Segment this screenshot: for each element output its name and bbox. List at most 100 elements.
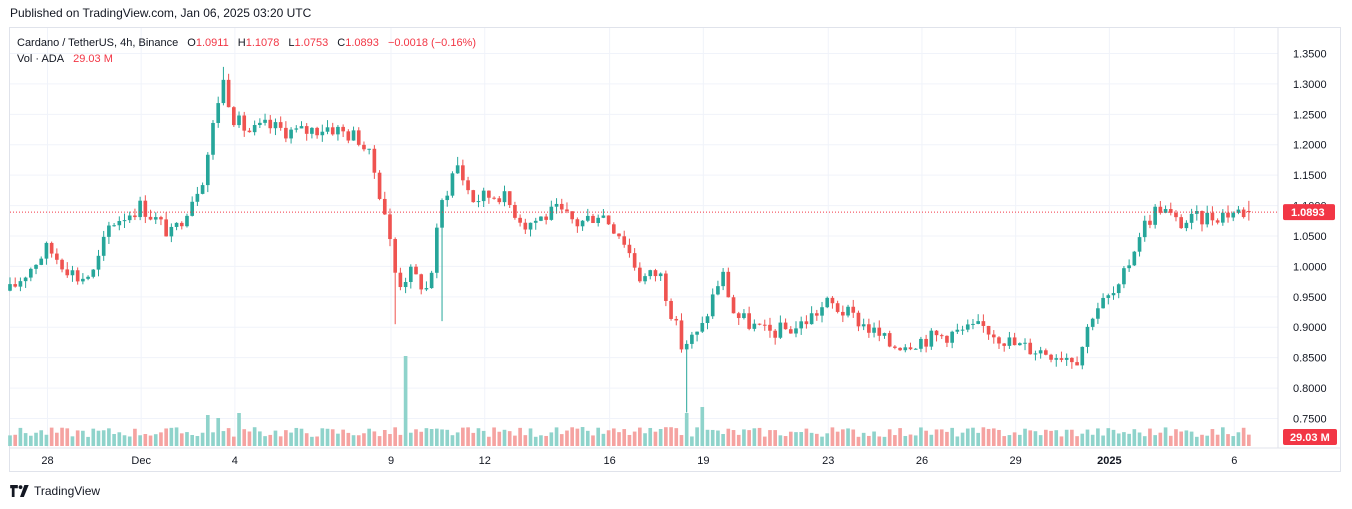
volume-bar bbox=[1127, 433, 1131, 446]
candle-body bbox=[268, 119, 273, 129]
candle bbox=[1017, 342, 1022, 346]
candle-body bbox=[351, 130, 356, 141]
candle bbox=[533, 217, 538, 230]
candle-body bbox=[112, 225, 116, 227]
volume-bar bbox=[986, 428, 991, 446]
candle bbox=[638, 262, 642, 283]
candle bbox=[289, 127, 293, 144]
candle-body bbox=[216, 103, 221, 123]
candle bbox=[778, 315, 783, 340]
chart-frame[interactable] bbox=[9, 27, 1341, 472]
candle-body bbox=[575, 219, 580, 227]
volume-bar bbox=[653, 431, 658, 446]
volume-bar bbox=[1210, 429, 1215, 446]
candle bbox=[278, 116, 283, 131]
volume-bar bbox=[752, 428, 757, 446]
volume-bar bbox=[382, 429, 387, 446]
volume-bar bbox=[856, 436, 861, 446]
candle bbox=[242, 111, 247, 137]
candle-body bbox=[820, 307, 824, 316]
candle bbox=[570, 211, 574, 224]
volume-bar bbox=[1049, 430, 1053, 446]
candle bbox=[65, 262, 70, 278]
candle bbox=[1174, 210, 1178, 222]
candle bbox=[247, 127, 252, 133]
volume-bar bbox=[461, 427, 465, 446]
candle-body bbox=[1163, 209, 1168, 213]
candle bbox=[450, 171, 455, 198]
volume-bar bbox=[1153, 435, 1157, 446]
candle bbox=[1038, 346, 1043, 359]
volume-bar bbox=[112, 434, 116, 446]
volume-bar bbox=[908, 434, 913, 446]
candle-body bbox=[117, 221, 122, 226]
candle-body bbox=[96, 255, 101, 270]
candle-body bbox=[122, 220, 127, 222]
candle-body bbox=[705, 316, 710, 323]
candle bbox=[1127, 259, 1131, 272]
y-tick-label: 1.0000 bbox=[1293, 261, 1327, 273]
candle-body bbox=[908, 347, 913, 350]
volume-bar bbox=[695, 427, 699, 446]
volume-label[interactable]: Vol · ADA bbox=[17, 53, 65, 65]
candle bbox=[502, 185, 507, 207]
candle bbox=[367, 148, 371, 155]
candle-body bbox=[939, 335, 944, 337]
volume-bar bbox=[60, 427, 64, 446]
candle-body bbox=[502, 191, 507, 203]
candle bbox=[1184, 220, 1189, 232]
volume-bar bbox=[705, 429, 710, 446]
candle-body bbox=[1184, 222, 1189, 229]
volume-bar bbox=[1007, 435, 1012, 446]
symbol-title[interactable]: Cardano / TetherUS, 4h, Binance bbox=[17, 37, 179, 49]
candle-body bbox=[1142, 220, 1147, 238]
volume-bar bbox=[1148, 428, 1152, 446]
candle-body bbox=[768, 324, 772, 331]
candle bbox=[507, 191, 512, 208]
candle bbox=[148, 209, 153, 221]
candle bbox=[611, 222, 616, 235]
volume-bar bbox=[377, 436, 382, 446]
volume-bar bbox=[669, 427, 673, 446]
candle-body bbox=[986, 325, 991, 335]
candle bbox=[190, 196, 195, 217]
candle bbox=[346, 129, 351, 144]
candle bbox=[1247, 200, 1251, 221]
candle bbox=[1012, 332, 1017, 346]
volume-bar bbox=[679, 435, 684, 446]
candle bbox=[768, 317, 772, 338]
candle bbox=[690, 331, 694, 349]
volume-bar bbox=[1038, 435, 1043, 446]
volume-bar bbox=[408, 432, 413, 446]
volume-bar bbox=[997, 429, 1001, 446]
volume-bar bbox=[278, 436, 283, 446]
candle-body bbox=[544, 216, 548, 220]
volume-bar bbox=[559, 434, 564, 446]
volume-bar bbox=[450, 435, 455, 446]
volume-bar bbox=[44, 434, 49, 446]
candle bbox=[846, 304, 850, 318]
candle-body bbox=[1038, 350, 1043, 354]
candle bbox=[934, 329, 939, 342]
candle-body bbox=[736, 313, 741, 319]
candle-body bbox=[825, 297, 830, 308]
open-key: O bbox=[187, 37, 196, 49]
candle-body bbox=[388, 214, 392, 240]
candle bbox=[481, 187, 486, 208]
candle-body bbox=[981, 321, 986, 326]
candle-body bbox=[13, 284, 18, 287]
volume-bar bbox=[971, 427, 975, 446]
candle-body bbox=[304, 126, 309, 134]
candle-body bbox=[638, 267, 642, 282]
candle-body bbox=[960, 329, 965, 331]
candle-body bbox=[565, 209, 569, 212]
candle-body bbox=[414, 266, 418, 275]
volume-bar bbox=[190, 435, 195, 446]
volume-bar bbox=[601, 433, 606, 446]
volume-bar bbox=[1231, 436, 1236, 446]
candle-body bbox=[185, 215, 189, 227]
footer-brand[interactable]: TradingView bbox=[10, 484, 100, 498]
candle-body bbox=[471, 190, 476, 203]
candle bbox=[1064, 353, 1069, 366]
